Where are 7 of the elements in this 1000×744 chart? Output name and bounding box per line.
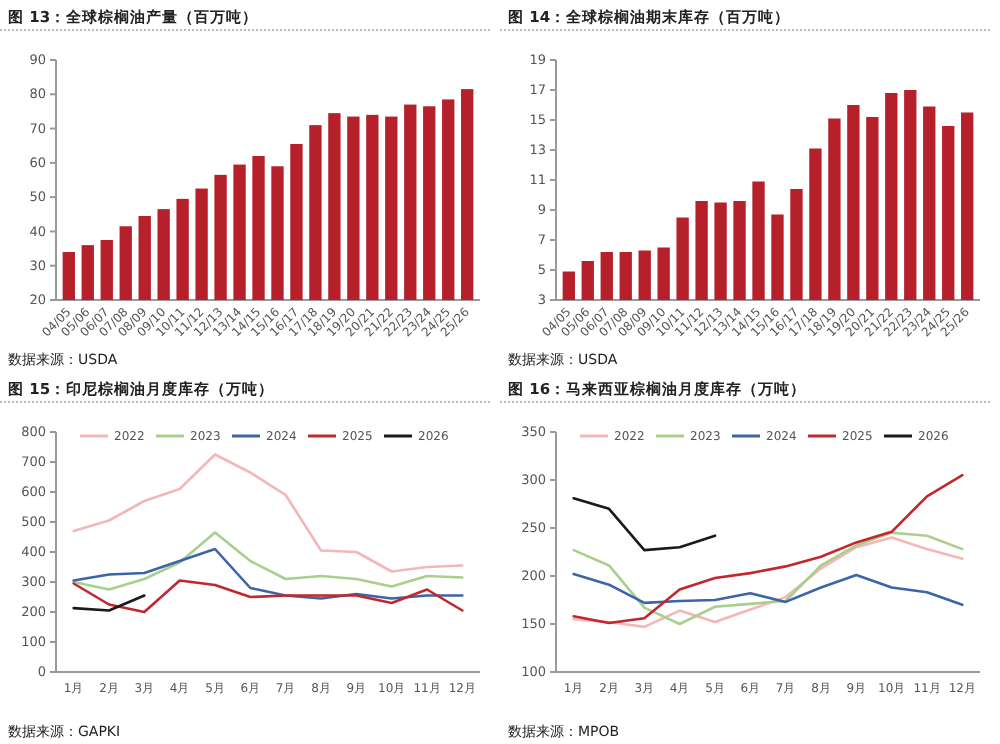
line-series [572, 473, 964, 625]
line-series [572, 496, 717, 552]
line-series [72, 531, 464, 591]
line-series [72, 547, 464, 600]
line-series [572, 572, 964, 607]
line-series [72, 579, 464, 614]
line-series [72, 453, 464, 573]
